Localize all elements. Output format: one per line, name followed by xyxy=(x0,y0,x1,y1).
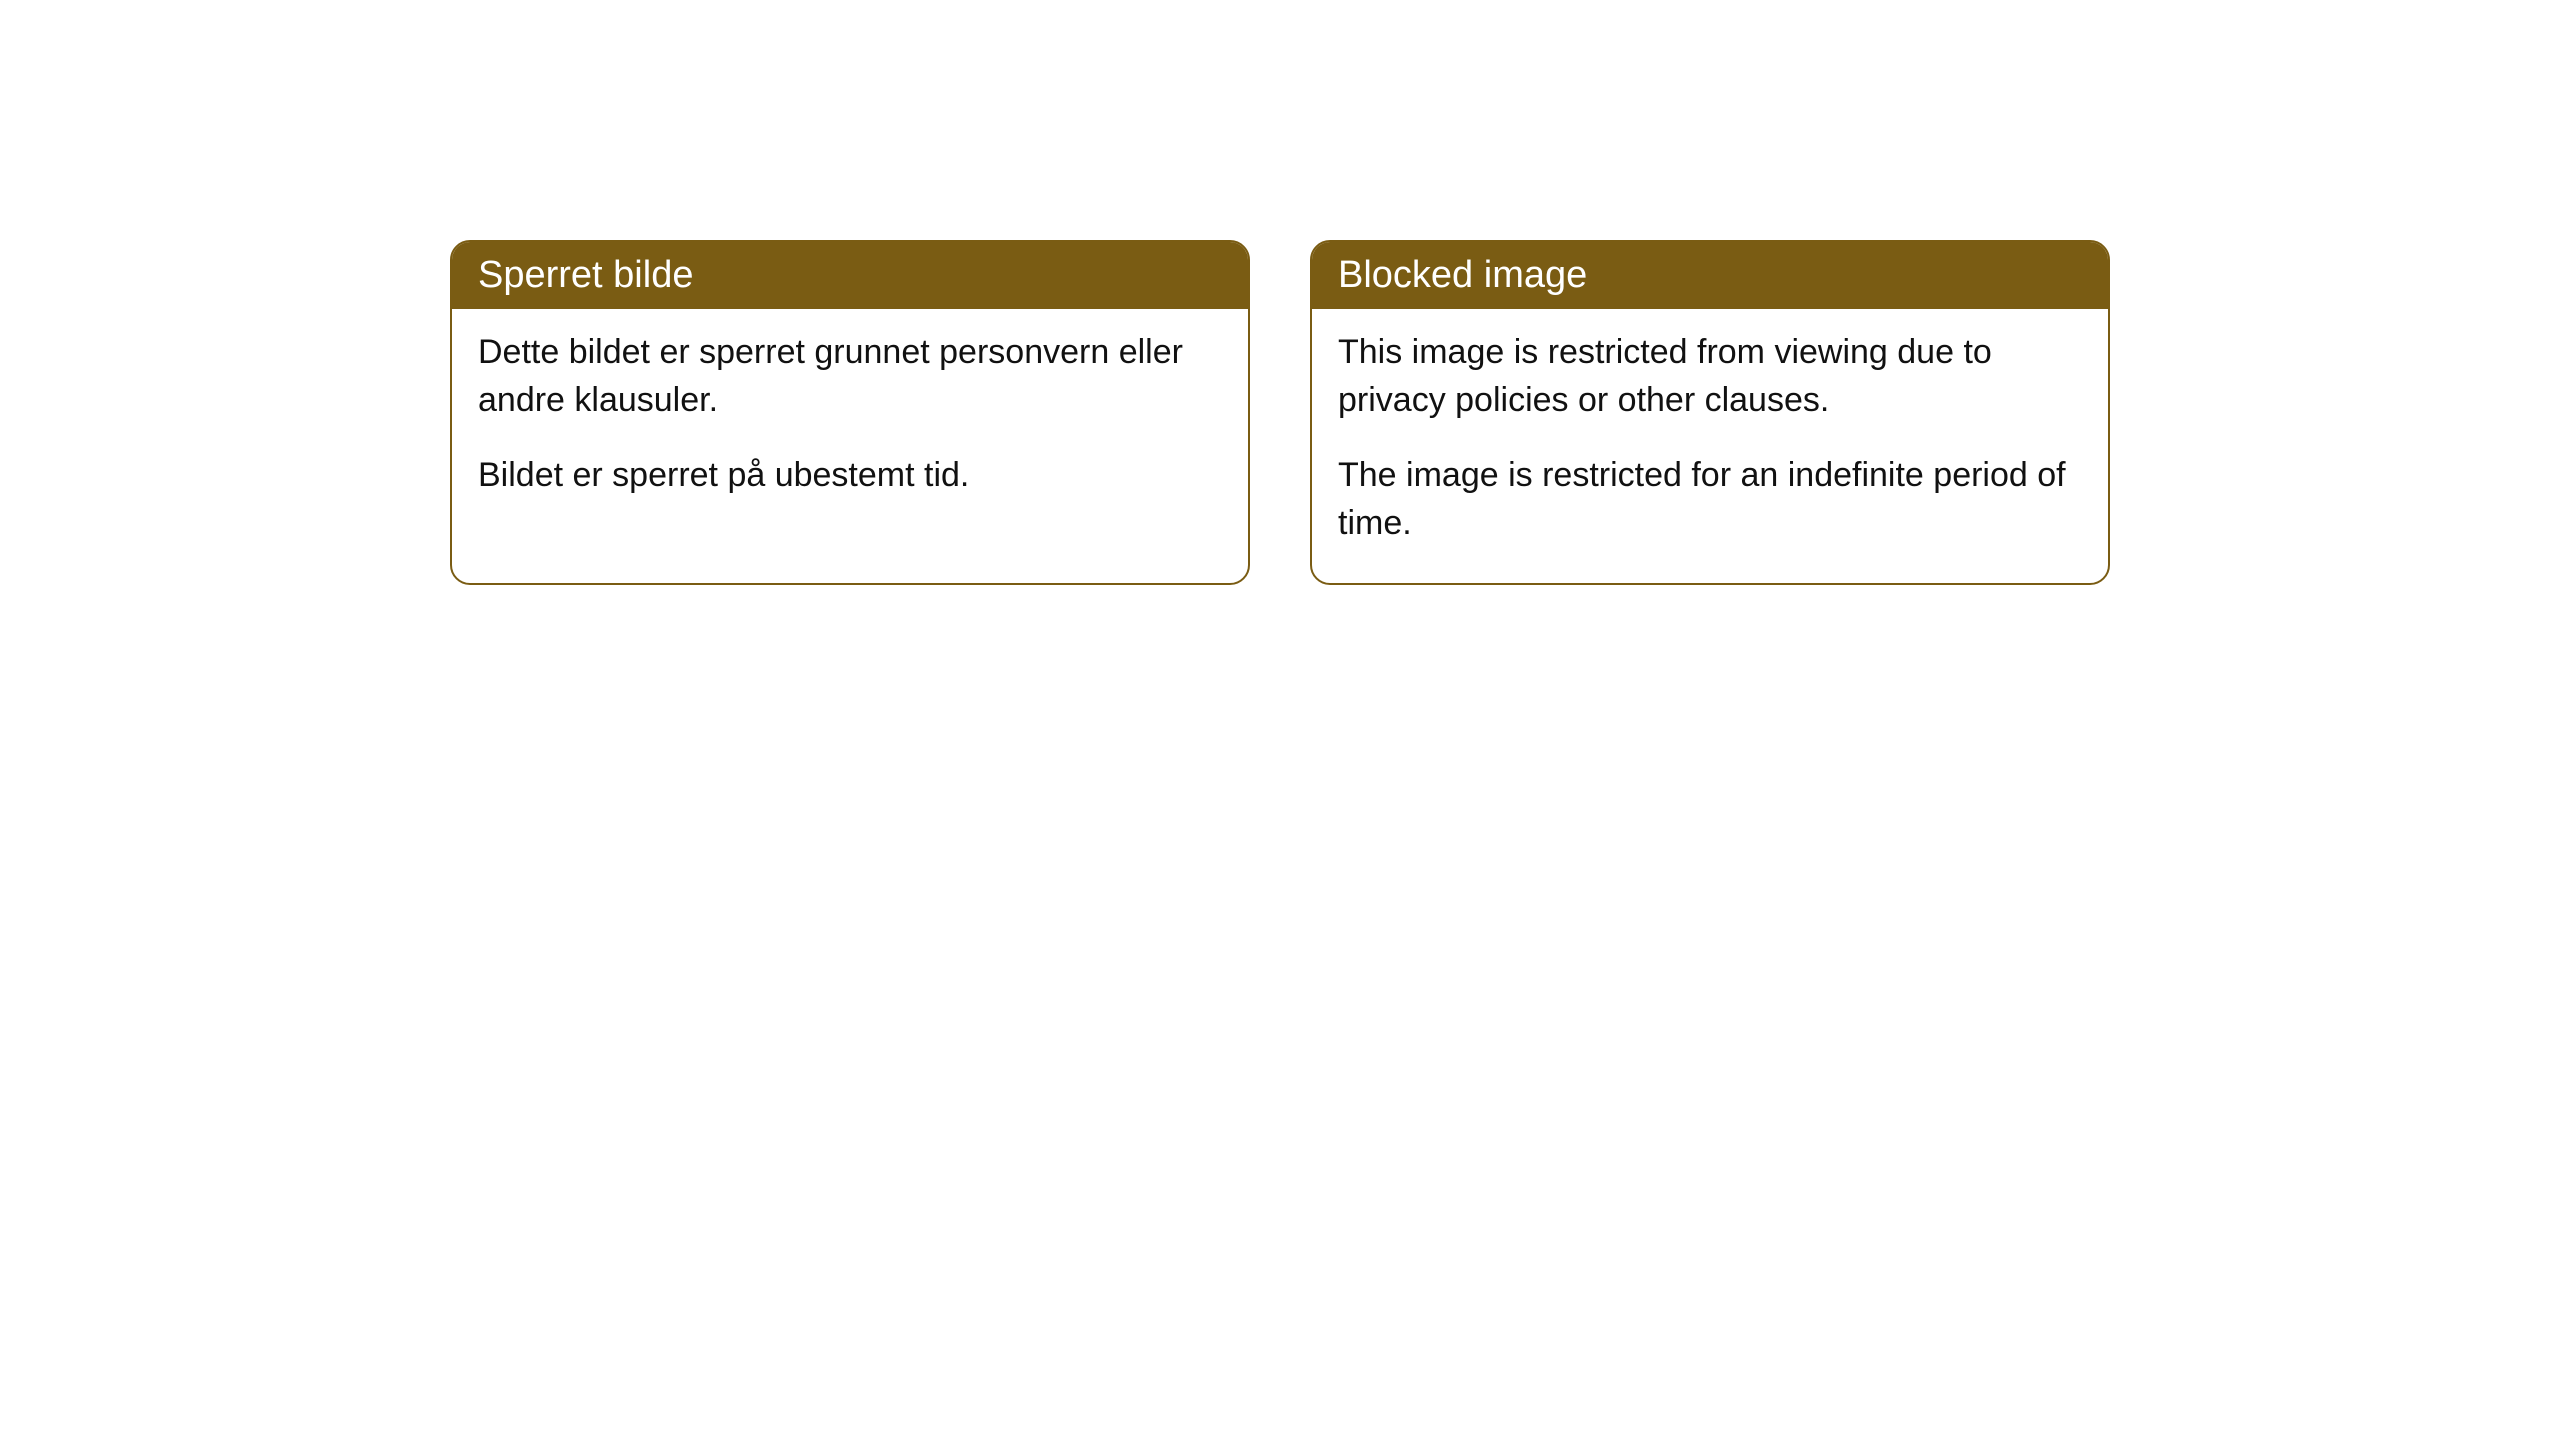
blocked-image-card-norwegian: Sperret bilde Dette bildet er sperret gr… xyxy=(450,240,1250,585)
card-paragraph: Dette bildet er sperret grunnet personve… xyxy=(478,329,1222,424)
card-header: Sperret bilde xyxy=(452,242,1248,309)
card-paragraph: The image is restricted for an indefinit… xyxy=(1338,452,2082,547)
card-paragraph: Bildet er sperret på ubestemt tid. xyxy=(478,452,1222,500)
card-paragraph: This image is restricted from viewing du… xyxy=(1338,329,2082,424)
card-title: Blocked image xyxy=(1338,254,1587,296)
card-body: Dette bildet er sperret grunnet personve… xyxy=(452,309,1248,536)
cards-container: Sperret bilde Dette bildet er sperret gr… xyxy=(450,240,2110,585)
card-header: Blocked image xyxy=(1312,242,2108,309)
card-title: Sperret bilde xyxy=(478,254,693,296)
card-body: This image is restricted from viewing du… xyxy=(1312,309,2108,583)
blocked-image-card-english: Blocked image This image is restricted f… xyxy=(1310,240,2110,585)
